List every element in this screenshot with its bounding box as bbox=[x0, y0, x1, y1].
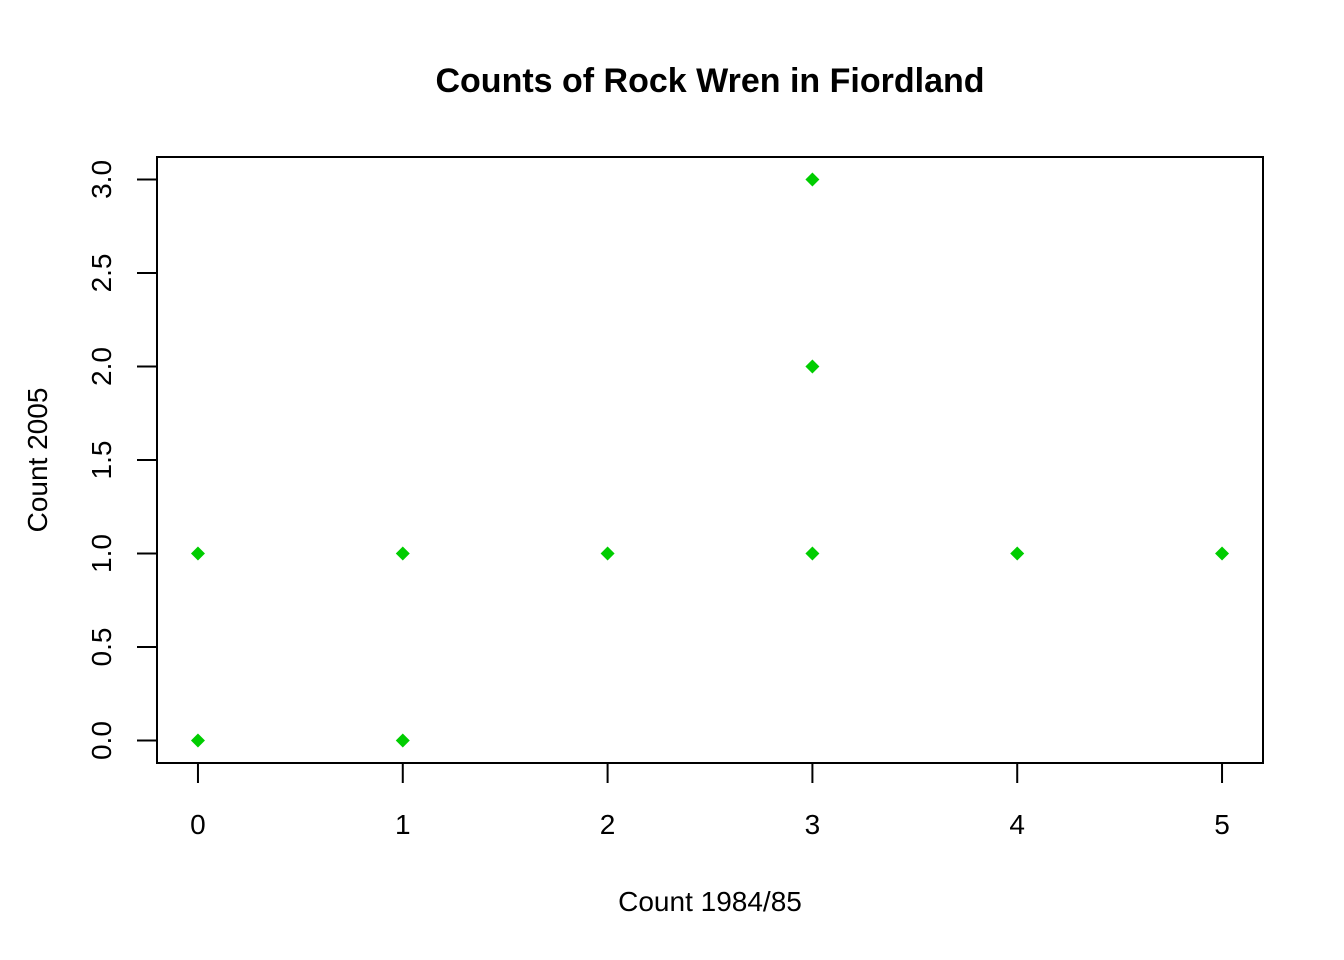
x-tick-label: 0 bbox=[190, 809, 206, 840]
x-tick-label: 4 bbox=[1009, 809, 1025, 840]
y-axis: 0.0 0.5 1.0 1.5 2.0 2.5 3.0 bbox=[86, 160, 158, 760]
data-points bbox=[190, 172, 1230, 748]
y-tick-label: 1.0 bbox=[86, 534, 117, 573]
x-tick-label: 2 bbox=[600, 809, 616, 840]
y-tick-label: 1.5 bbox=[86, 441, 117, 480]
data-point bbox=[190, 733, 205, 748]
x-axis-label: Count 1984/85 bbox=[618, 886, 802, 917]
data-point bbox=[395, 733, 410, 748]
x-tick-label: 3 bbox=[805, 809, 821, 840]
data-point bbox=[1010, 546, 1025, 561]
data-point bbox=[190, 546, 205, 561]
x-tick-label: 5 bbox=[1214, 809, 1230, 840]
y-tick-label: 0.0 bbox=[86, 721, 117, 760]
y-tick-label: 2.5 bbox=[86, 253, 117, 292]
y-tick-label: 0.5 bbox=[86, 628, 117, 667]
data-point bbox=[805, 546, 820, 561]
y-tick-label: 2.0 bbox=[86, 347, 117, 386]
plot-area-frame bbox=[156, 156, 1264, 764]
data-point bbox=[805, 172, 820, 187]
data-point bbox=[1215, 546, 1230, 561]
data-point bbox=[395, 546, 410, 561]
y-tick-label: 3.0 bbox=[86, 160, 117, 199]
data-point bbox=[805, 359, 820, 374]
y-axis-label: Count 2005 bbox=[22, 388, 53, 533]
chart-title: Counts of Rock Wren in Fiordland bbox=[435, 62, 984, 100]
data-point bbox=[600, 546, 615, 561]
x-axis: 0 1 2 3 4 5 bbox=[190, 762, 1230, 840]
x-tick-label: 1 bbox=[395, 809, 411, 840]
